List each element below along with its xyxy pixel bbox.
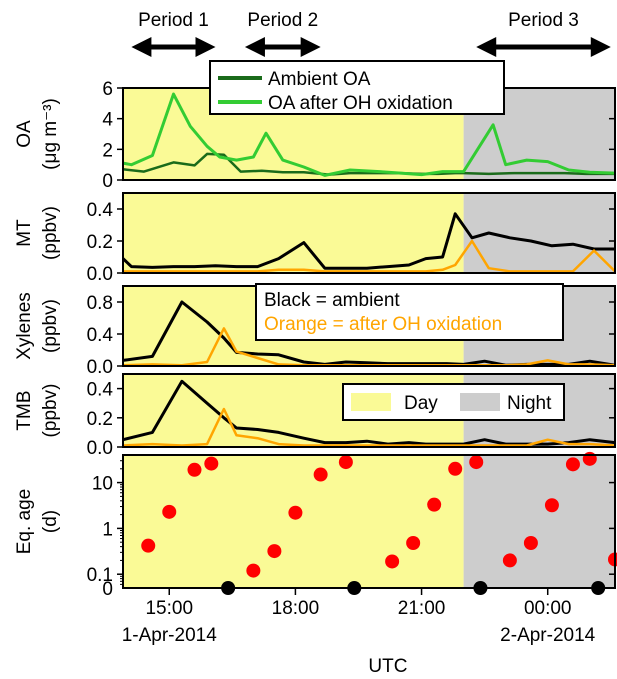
day-shading <box>123 455 464 588</box>
y-tick-label: 1 <box>102 519 113 540</box>
y-tick-label: 0.8 <box>87 293 113 314</box>
age-point <box>288 505 303 520</box>
y-tick-label: 0.0 <box>87 357 113 378</box>
y-tick-label: 4 <box>102 110 113 131</box>
day-label: Day <box>404 393 438 414</box>
annotation-line: Orange = after OH oxidation <box>264 314 502 335</box>
y-tick-label: 0.2 <box>87 232 113 253</box>
oa-legend: Ambient OA OA after OH oxidation <box>209 60 505 115</box>
y-axis-unit: (ppbv) <box>40 299 61 353</box>
x-tick-label: 00:00 <box>524 598 572 619</box>
y-tick-label: 0.0 <box>87 264 113 285</box>
y-tick-label: 2 <box>102 140 113 161</box>
y-tick-label: 0 <box>102 171 113 192</box>
xylenes-annotation: Black = ambient Orange = after OH oxidati… <box>255 283 564 341</box>
age-point <box>246 563 261 578</box>
day-shading <box>123 193 464 273</box>
y-axis-label: OA <box>14 120 35 148</box>
period-label: Period 1 <box>138 10 209 31</box>
period-arrow-head-right <box>300 37 321 57</box>
day-swatch <box>351 393 391 411</box>
x-tick-label: 21:00 <box>398 598 446 619</box>
series-line-ambient <box>121 212 615 270</box>
x-date-label: 1-Apr-2014 <box>122 625 217 646</box>
y-axis-unit: (ppbv) <box>40 206 61 260</box>
y-tick-label: 0.4 <box>87 325 114 346</box>
y-axis-unit: (ppbv) <box>40 384 61 438</box>
y-axis-unit: (μg m⁻³) <box>40 98 61 170</box>
x-tick-label: 18:00 <box>272 598 320 619</box>
period-arrow-head-right <box>590 37 611 57</box>
night-shading <box>463 455 615 588</box>
age-point <box>565 457 580 472</box>
age-point <box>582 451 597 466</box>
period-arrow-head-left <box>244 37 265 57</box>
series-line-oxidized <box>122 407 616 447</box>
legend-label: OA after OH oxidation <box>268 93 453 114</box>
panel-frame <box>122 192 616 274</box>
age-point <box>385 554 400 569</box>
age-point <box>141 538 156 553</box>
age-point <box>338 455 353 470</box>
y-tick-label: 0.1 <box>87 565 113 586</box>
x-date-label: 2-Apr-2014 <box>500 625 595 646</box>
y-tick-label: 0.4 <box>87 380 114 401</box>
age-point <box>162 504 177 519</box>
period-arrow-head-left <box>476 37 497 57</box>
age-point <box>313 467 328 482</box>
night-label: Night <box>507 393 552 414</box>
x-axis: 15:00 1-Apr-2014 18:00 21:00 00:00 2-Apr-2014… <box>122 588 596 677</box>
period-arrow-2: Period 2 <box>244 10 321 57</box>
age-point <box>448 461 463 476</box>
age-point <box>406 535 421 550</box>
annotation-line: Black = ambient <box>264 290 400 311</box>
legend-label: Ambient OA <box>268 69 371 90</box>
series-line-oxidized <box>123 239 616 273</box>
night-swatch <box>460 393 500 411</box>
period-label: Period 3 <box>508 10 579 31</box>
y-axis-label: TMB <box>14 390 35 430</box>
panel-tmb: 0.0 0.2 0.4 TMB (ppbv) Day Night <box>14 373 616 459</box>
age-point <box>544 498 559 513</box>
panel-xylenes: 0.0 0.4 0.8 Xylenes (ppbv) Black = ambient Ora… <box>14 283 616 378</box>
period-arrow-head-left <box>131 37 152 57</box>
series-line-ambient-oa <box>122 152 615 176</box>
y-tick-label: 6 <box>102 79 113 100</box>
series-line-oa-after-oh-oxidation <box>122 92 616 177</box>
panel-frame <box>122 373 616 448</box>
y-axis-label: Eq. age <box>14 489 35 555</box>
x-axis-label: UTC <box>368 656 407 677</box>
y-tick-label: 10 <box>92 474 113 495</box>
panel-frame <box>122 454 616 589</box>
day-night-legend: Day Night <box>342 383 565 421</box>
panel-age: 0.1 1 10 0 Eq. age (d) <box>14 451 617 600</box>
panel-oa: 0 2 4 6 OA (μg m⁻³) Ambient OA OA after OH oxid… <box>14 60 616 192</box>
y-tick-label-zero: 0 <box>102 579 113 600</box>
age-point <box>427 497 442 512</box>
x-tick-label: 15:00 <box>145 598 193 619</box>
period-arrow-head-right <box>195 37 216 57</box>
y-axis-unit: (d) <box>40 510 61 533</box>
y-axis-label: MT <box>14 219 35 247</box>
annotation-box <box>255 283 564 341</box>
y-tick-label: 0.0 <box>87 438 113 459</box>
age-point <box>523 535 538 550</box>
age-point <box>502 553 517 568</box>
age-point <box>469 455 484 470</box>
y-tick-label: 0.4 <box>87 200 114 221</box>
period-label: Period 2 <box>247 10 318 31</box>
period-arrow-1: Period 1 <box>131 10 216 57</box>
y-axis-label: Xylenes <box>14 292 35 360</box>
panel-mt: 0.0 0.2 0.4 MT (ppbv) <box>14 192 616 285</box>
age-point <box>267 544 282 559</box>
period-arrow-3: Period 3 <box>476 10 611 57</box>
age-point <box>187 462 202 477</box>
oa-legend-box <box>209 60 505 115</box>
y-tick-label: 0.2 <box>87 409 113 430</box>
age-point <box>204 456 219 471</box>
